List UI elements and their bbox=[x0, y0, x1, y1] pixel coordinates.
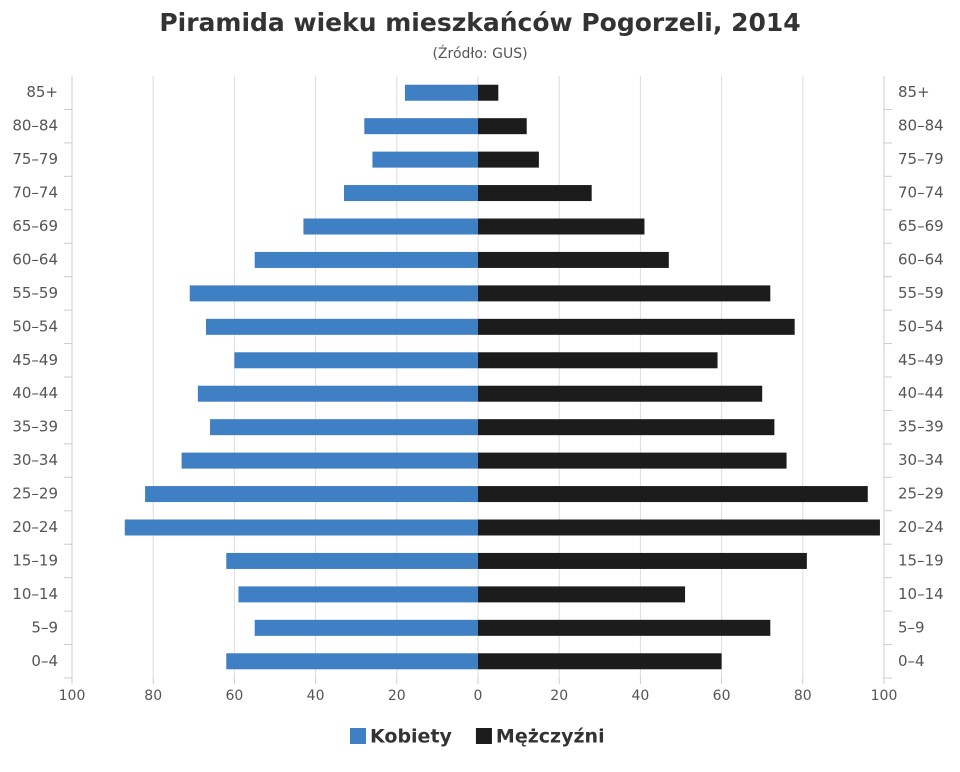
y-tick-label: 70–74 bbox=[12, 184, 58, 202]
x-tick-label: 60 bbox=[713, 688, 731, 704]
bar bbox=[226, 653, 478, 670]
bar bbox=[478, 185, 592, 202]
y-tick-label: 75–79 bbox=[12, 150, 58, 168]
x-tick-label: 40 bbox=[631, 688, 649, 704]
y-tick-label: 65–69 bbox=[898, 217, 944, 235]
bar bbox=[478, 452, 787, 469]
legend-swatch bbox=[350, 728, 366, 744]
y-tick-label: 55–59 bbox=[12, 284, 58, 302]
y-tick-label: 80–84 bbox=[12, 117, 58, 135]
bar bbox=[124, 519, 478, 536]
bar bbox=[238, 586, 478, 603]
y-tick-label: 45–49 bbox=[898, 351, 944, 369]
y-tick-label: 85+ bbox=[898, 83, 930, 101]
bar bbox=[404, 84, 478, 101]
y-tick-label: 10–14 bbox=[898, 585, 944, 603]
y-tick-label: 15–19 bbox=[898, 551, 944, 569]
bar bbox=[478, 619, 771, 636]
y-tick-label: 80–84 bbox=[898, 117, 944, 135]
x-tick-label: 40 bbox=[307, 688, 325, 704]
bar bbox=[478, 586, 686, 603]
y-tick-label: 35–39 bbox=[12, 418, 58, 436]
y-tick-label: 70–74 bbox=[898, 184, 944, 202]
x-tick-label: 80 bbox=[144, 688, 162, 704]
bar bbox=[181, 452, 478, 469]
legend-label: Mężczyźni bbox=[496, 726, 605, 748]
bar bbox=[234, 352, 478, 369]
bar bbox=[197, 385, 479, 402]
y-tick-label: 75–79 bbox=[898, 150, 944, 168]
x-tick-label: 100 bbox=[59, 688, 86, 704]
bar bbox=[478, 653, 722, 670]
bar bbox=[478, 352, 718, 369]
y-tick-label: 50–54 bbox=[898, 317, 944, 335]
y-tick-label: 60–64 bbox=[12, 250, 58, 268]
y-tick-label: 20–24 bbox=[12, 518, 58, 536]
y-tick-label: 45–49 bbox=[12, 351, 58, 369]
bar bbox=[478, 385, 763, 402]
bar bbox=[478, 118, 527, 135]
y-tick-label: 50–54 bbox=[12, 317, 58, 335]
y-tick-label: 60–64 bbox=[898, 250, 944, 268]
x-tick-label: 60 bbox=[225, 688, 243, 704]
y-tick-label: 0–4 bbox=[31, 652, 58, 670]
bar bbox=[145, 486, 478, 503]
bar bbox=[205, 318, 479, 335]
bar bbox=[478, 151, 539, 168]
y-tick-label: 30–34 bbox=[12, 451, 58, 469]
y-tick-label: 30–34 bbox=[898, 451, 944, 469]
bar bbox=[478, 552, 807, 569]
bar bbox=[189, 285, 479, 302]
chart-title: Piramida wieku mieszkańców Pogorzeli, 20… bbox=[159, 8, 800, 37]
bar bbox=[478, 519, 880, 536]
y-tick-label: 65–69 bbox=[12, 217, 58, 235]
x-tick-label: 100 bbox=[871, 688, 898, 704]
bar bbox=[372, 151, 478, 168]
y-tick-label: 5–9 bbox=[31, 618, 58, 636]
bar bbox=[478, 285, 771, 302]
x-tick-label: 20 bbox=[550, 688, 568, 704]
bar bbox=[478, 419, 775, 436]
bar bbox=[478, 84, 499, 101]
bar bbox=[478, 251, 669, 268]
y-tick-label: 35–39 bbox=[898, 418, 944, 436]
x-tick-label: 80 bbox=[794, 688, 812, 704]
bar bbox=[303, 218, 478, 235]
bar bbox=[226, 552, 478, 569]
y-tick-label: 0–4 bbox=[898, 652, 925, 670]
y-tick-label: 85+ bbox=[26, 83, 58, 101]
y-tick-label: 40–44 bbox=[898, 384, 944, 402]
bar bbox=[344, 185, 478, 202]
y-tick-label: 15–19 bbox=[12, 551, 58, 569]
y-tick-label: 20–24 bbox=[898, 518, 944, 536]
y-tick-label: 55–59 bbox=[898, 284, 944, 302]
bar bbox=[210, 419, 479, 436]
y-tick-label: 25–29 bbox=[898, 485, 944, 503]
legend-swatch bbox=[475, 728, 492, 744]
y-tick-label: 25–29 bbox=[12, 485, 58, 503]
bar bbox=[478, 486, 868, 503]
bar bbox=[364, 118, 478, 135]
legend-label: Kobiety bbox=[370, 726, 453, 748]
chart-subtitle: (Źródło: GUS) bbox=[432, 44, 527, 62]
bar bbox=[478, 318, 795, 335]
bar bbox=[478, 218, 645, 235]
bar bbox=[254, 251, 478, 268]
bar bbox=[254, 619, 478, 636]
y-tick-label: 5–9 bbox=[898, 618, 925, 636]
y-tick-label: 10–14 bbox=[12, 585, 58, 603]
x-tick-label: 0 bbox=[474, 688, 483, 704]
x-tick-label: 20 bbox=[388, 688, 406, 704]
y-tick-label: 40–44 bbox=[12, 384, 58, 402]
